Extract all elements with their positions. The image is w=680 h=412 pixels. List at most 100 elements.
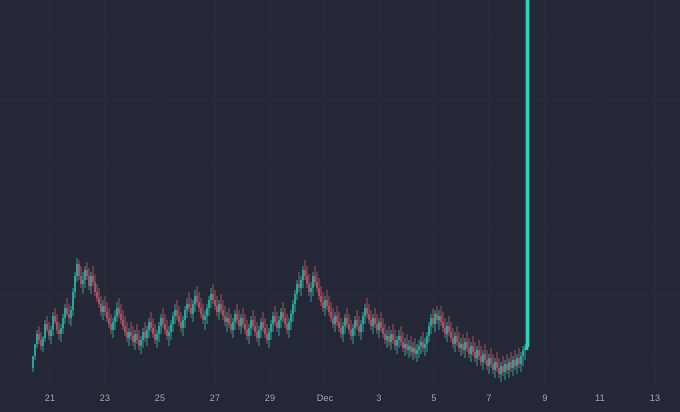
candle-body [282,312,284,318]
candle-body [130,332,132,336]
candle-body [318,288,320,296]
candle-body [476,350,478,358]
candle-body [36,334,38,344]
candle-body [368,314,370,320]
candle-body [122,320,124,326]
candle-body [502,366,504,372]
candle-body [52,316,54,330]
candle-body [380,322,382,328]
candle-body [398,336,400,340]
candle-body [196,296,198,302]
candle-body [234,314,236,322]
candle-body [250,320,252,328]
candle-body [60,328,62,334]
candle-body [458,342,460,348]
x-axis-tick-label: 23 [99,393,111,403]
candle-body [440,316,442,322]
candle-body [74,276,76,292]
candle-body [100,304,102,312]
candle-body [488,358,490,366]
candle-body [134,334,136,342]
candle-body [142,332,144,340]
candle-body [118,308,120,314]
candle-body [230,324,232,330]
candle-body [314,276,316,282]
candle-body [38,334,40,340]
candle-body [492,364,494,370]
candle-body [356,320,358,326]
candle-body [382,328,384,334]
candle-body [508,362,510,370]
candle-body [226,318,228,322]
candle-body [264,328,266,334]
candle-body [446,326,448,334]
candle-body [466,342,468,348]
candle-body [348,324,350,330]
candle-body [112,322,114,330]
candle-body [132,336,134,342]
candle-body [156,334,158,340]
candle-body [286,324,288,330]
candle-body [84,270,86,280]
candle-body [512,360,514,368]
candle-body [406,344,408,350]
candle-body [114,316,116,322]
candle-body [178,316,180,322]
chart-plot-area[interactable] [0,0,680,390]
candle-body [98,298,100,304]
candle-body [490,358,492,364]
candle-body [192,304,194,314]
candle-body [144,332,146,338]
candle-body [500,366,502,374]
candle-body [204,316,206,320]
x-axis-tick-label: 29 [264,393,276,403]
candle-body [88,276,90,286]
candle-body [334,316,336,324]
candle-body [254,326,256,332]
candle-body [474,352,476,358]
candle-body [384,334,386,340]
candle-body [146,330,148,338]
candle-body [436,314,438,320]
candle-body [166,330,168,336]
candle-body [92,276,94,282]
candle-body [174,310,176,316]
x-axis-tick-label: Dec [316,393,334,403]
candle-body [316,282,318,288]
candle-body [372,318,374,326]
candle-body [506,364,508,370]
candle-body [56,322,58,330]
x-axis-tick-label: 9 [542,393,548,403]
candle-body [162,318,164,324]
candle-body [294,294,296,304]
chart-grid [0,0,680,390]
candle-body [198,302,200,308]
candle-body [388,336,390,342]
candle-body [136,334,138,340]
candle-body [426,336,428,344]
candle-body [160,318,162,326]
candle-body [42,338,44,346]
candle-body [336,316,338,322]
candle-body [106,312,108,318]
candle-body [252,320,254,326]
candle-body [272,316,274,324]
candle-body [32,356,34,368]
candle-body [364,308,366,316]
candle-body [220,304,222,310]
candle-body [180,322,182,328]
candle-body [212,294,214,300]
candle-body [304,270,306,276]
candle-body [222,310,224,316]
x-axis-tick-label: 27 [209,393,221,403]
candle-body [352,328,354,336]
candle-body [302,270,304,280]
candle-body [126,332,128,338]
candle-body [354,320,356,328]
candle-body [206,308,208,316]
candle-body [236,314,238,320]
candle-body [340,328,342,334]
candle-body [190,308,192,314]
candle-body [186,304,188,310]
candle-body [228,318,230,324]
